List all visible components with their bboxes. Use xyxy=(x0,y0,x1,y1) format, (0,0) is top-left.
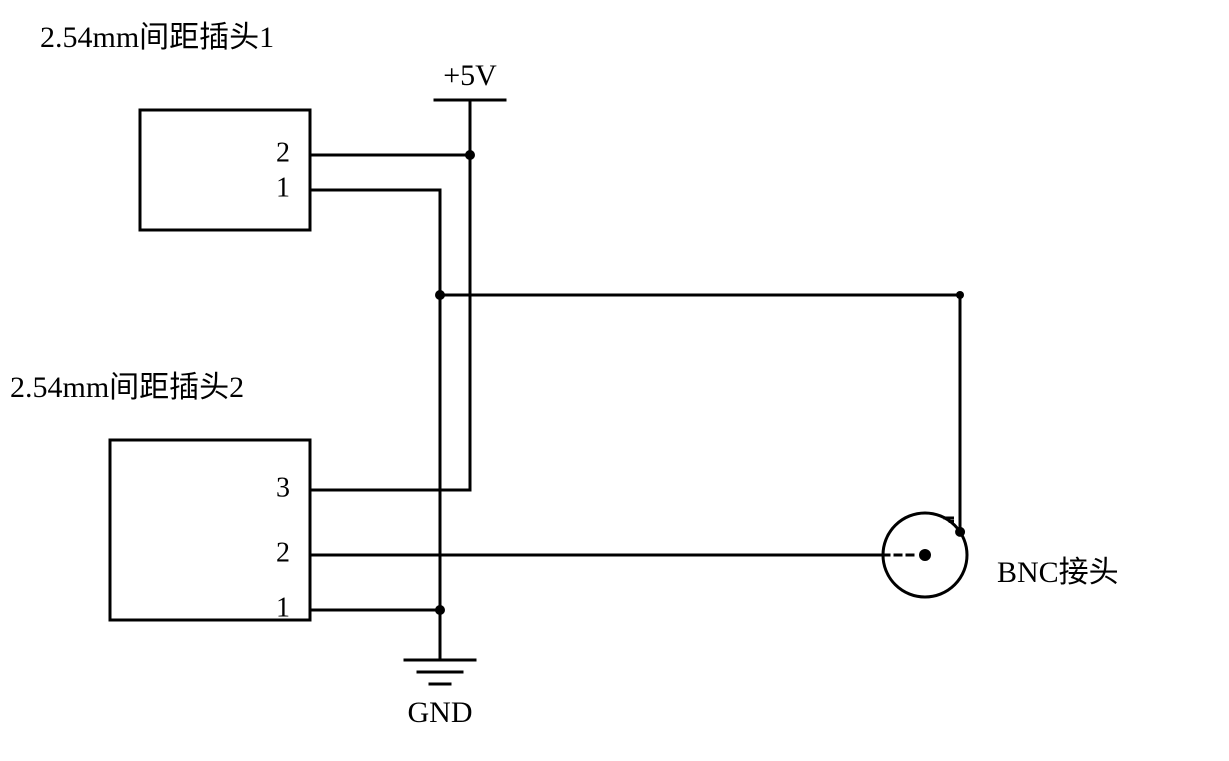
connector1-title: 2.54mm间距插头1 xyxy=(40,21,274,54)
bnc-label: BNC接头 xyxy=(997,556,1119,589)
connector2-title: 2.54mm间距插头2 xyxy=(10,371,244,404)
vcc-label: +5V xyxy=(443,59,497,92)
schematic-diagram: 2 1 2.54mm间距插头1 3 2 1 2.54mm间距插头2 +5V GND BNC接头 xyxy=(0,0,1229,761)
connector2-pin1-label: 1 xyxy=(276,592,290,623)
gnd-label: GND xyxy=(408,696,473,729)
connector1-pin2-label: 2 xyxy=(276,137,290,168)
connector2-pin3-label: 3 xyxy=(276,472,290,503)
connector1-pin1-label: 1 xyxy=(276,172,290,203)
connector2-pin2-label: 2 xyxy=(276,537,290,568)
